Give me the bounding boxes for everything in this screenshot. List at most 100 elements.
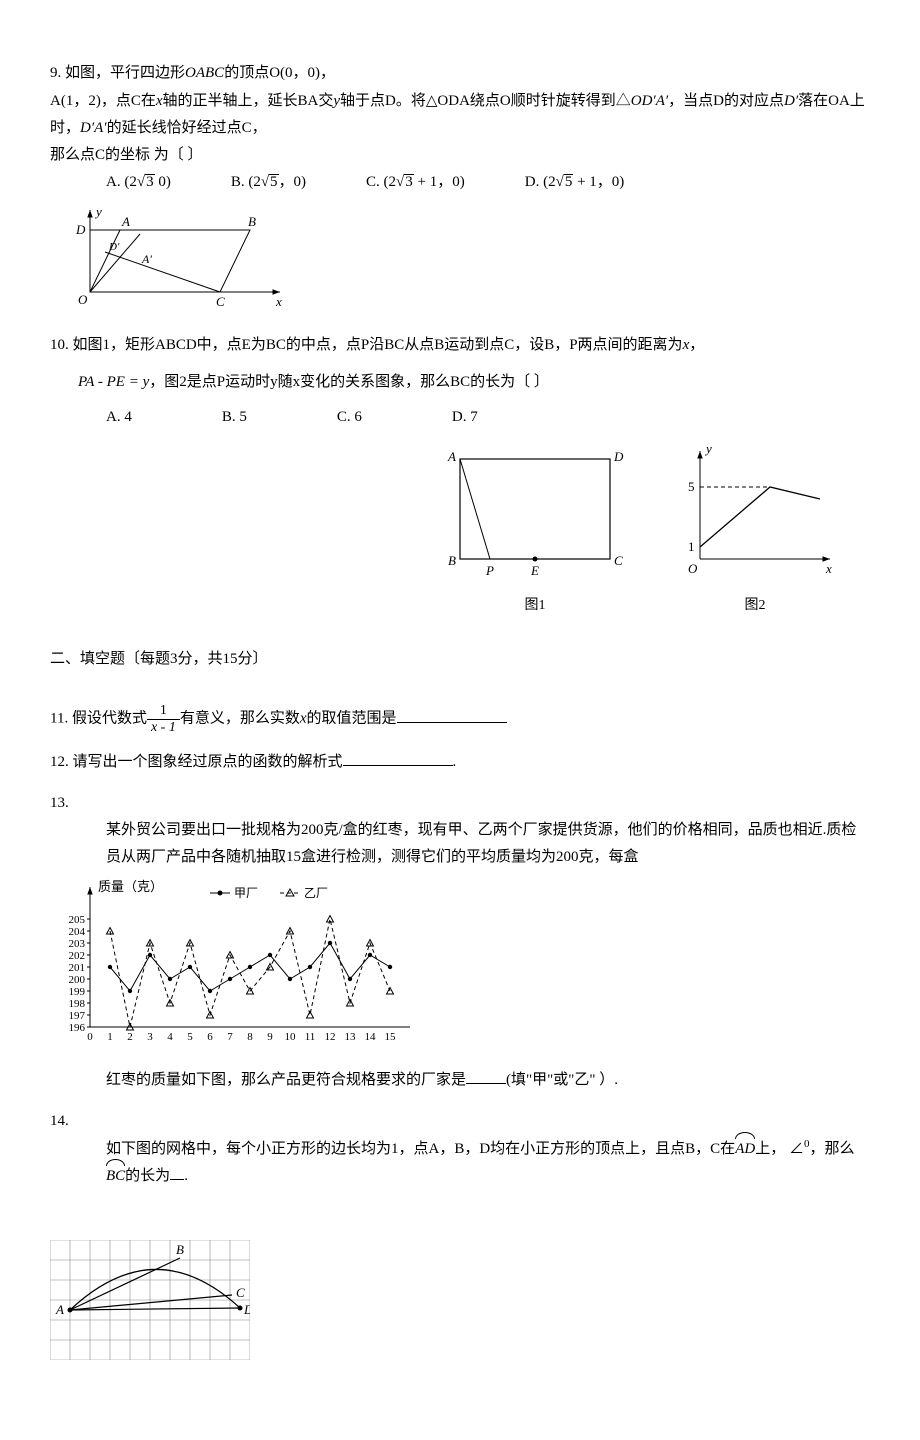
svg-text:y: y	[704, 441, 712, 456]
q14-figure: ABCD	[50, 1240, 870, 1360]
q9-t2g: ODA绕点O顺时针旋转得到△	[437, 93, 630, 109]
q10-optD: D. 7	[452, 404, 478, 431]
svg-text:202: 202	[69, 950, 86, 962]
svg-text:200: 200	[69, 974, 86, 986]
svg-text:C: C	[236, 1285, 245, 1300]
svg-text:1: 1	[688, 539, 695, 554]
q9-t1c: 的顶点O(0，0)，	[224, 65, 335, 81]
q9-optC: C. (23 + 1，0)	[366, 169, 465, 196]
q10-t1a: 如图1，矩形ABCD中，点E为BC的中点，点P沿BC从点B运动到点C，设B，P两…	[73, 337, 683, 353]
q10-fig2: Ox y 1 5	[670, 439, 840, 589]
svg-text:C: C	[216, 294, 225, 309]
svg-text:8: 8	[247, 1031, 253, 1043]
q14-p1a: 如下图的网格中，每个小正方形的边长均为1，点A，B，D均在小正方形的顶点上，且点…	[106, 1141, 735, 1157]
svg-text:甲厂: 甲厂	[234, 886, 258, 900]
svg-text:198: 198	[69, 998, 86, 1010]
svg-text:201: 201	[69, 962, 86, 974]
q9-t2m: 的延长线恰好经过点C，	[107, 120, 267, 136]
svg-text:C: C	[614, 553, 623, 568]
svg-text:10: 10	[285, 1031, 297, 1043]
q11-pre: 假设代数式	[72, 711, 147, 727]
q9-t2d: y	[333, 93, 340, 109]
svg-text:11: 11	[305, 1031, 316, 1043]
q10-optC: C. 6	[337, 404, 362, 431]
q9-t2b: x	[156, 93, 163, 109]
q11-var: x	[300, 711, 307, 727]
svg-text:B: B	[248, 214, 256, 229]
svg-text:7: 7	[227, 1031, 233, 1043]
svg-text:P: P	[485, 563, 494, 578]
svg-text:D: D	[613, 449, 624, 464]
q13-number: 13.	[50, 795, 69, 811]
q11-blank	[397, 707, 507, 723]
q14-p1e: 的长为	[125, 1168, 170, 1184]
svg-text:1: 1	[107, 1031, 113, 1043]
q10-fig1-box: ADBCPE 图1	[440, 439, 630, 618]
q9-t1a: 如图，平行四边形	[65, 65, 185, 81]
svg-text:14: 14	[365, 1031, 377, 1043]
q14-p1: 如下图的网格中，每个小正方形的边长均为1，点A，B，D均在小正方形的顶点上，且点…	[50, 1135, 870, 1190]
svg-text:O: O	[688, 561, 698, 576]
q14-p1f: .	[184, 1168, 188, 1184]
svg-text:x: x	[275, 294, 282, 309]
q9-t2j: D′	[784, 93, 798, 109]
question-12: 12. 请写出一个图象经过原点的函数的解析式.	[50, 749, 870, 776]
q9-t2a: A(1，2)，点C在	[50, 93, 156, 109]
question-11: 11. 假设代数式1x - 1有意义，那么实数x的取值范围是	[50, 703, 870, 735]
q10-fig2-cap: 图2	[670, 593, 840, 618]
svg-text:B: B	[448, 553, 456, 568]
q11-number: 11.	[50, 711, 68, 727]
q14-p1c: ∠	[789, 1141, 804, 1157]
q14-arc-AD: AD	[735, 1136, 755, 1163]
q14-number: 14.	[50, 1113, 69, 1129]
svg-text:A: A	[55, 1302, 64, 1317]
q12-blank	[343, 750, 453, 766]
q9-svg: OxyDABCD′A′	[50, 202, 290, 312]
question-14: 14. 如下图的网格中，每个小正方形的边长均为1，点A，B，D均在小正方形的顶点…	[50, 1108, 870, 1360]
svg-text:15: 15	[385, 1031, 397, 1043]
q9-t2c: 轴的正半轴上，延长BA交	[163, 93, 334, 109]
svg-text:A: A	[121, 214, 130, 229]
svg-text:y: y	[94, 204, 102, 219]
svg-text:质量（克）: 质量（克）	[98, 879, 163, 894]
svg-text:5: 5	[688, 479, 695, 494]
q9-optD: D. (25 + 1，0)	[525, 169, 625, 196]
svg-text:D: D	[75, 222, 86, 237]
svg-text:A: A	[447, 449, 456, 464]
q13-p2b: (填"甲"或"乙" ）.	[506, 1072, 618, 1088]
svg-text:5: 5	[187, 1031, 193, 1043]
q11-frac: 1x - 1	[147, 703, 180, 735]
q9-t2h: OD′A′	[631, 93, 668, 109]
q13-p1: 某外贸公司要出口一批规格为200克/盒的红枣，现有甲、乙两个厂家提供货源，他们的…	[50, 817, 870, 871]
question-13: 13. 某外贸公司要出口一批规格为200克/盒的红枣，现有甲、乙两个厂家提供货源…	[50, 790, 870, 1094]
q9-figure: OxyDABCD′A′	[50, 202, 870, 312]
question-10: 10. 如图1，矩形ABCD中，点E为BC的中点，点P沿BC从点B运动到点C，设…	[50, 332, 870, 618]
q9-options: A. (23 0) B. (25，0) C. (23 + 1，0) D. (25…	[50, 169, 870, 196]
svg-text:197: 197	[69, 1010, 86, 1022]
svg-text:x: x	[825, 561, 832, 576]
q10-fig2-box: Ox y 1 5 图2	[670, 439, 840, 618]
svg-text:204: 204	[69, 926, 86, 938]
q9-t2i: ，当点D的对应点	[668, 93, 784, 109]
svg-text:3: 3	[147, 1031, 153, 1043]
q12-number: 12.	[50, 754, 69, 770]
q10-t1c: ，	[689, 337, 704, 353]
svg-text:B: B	[176, 1242, 184, 1257]
svg-text:6: 6	[207, 1031, 213, 1043]
q10-optB: B. 5	[222, 404, 247, 431]
q9-t2l: D′A′	[80, 120, 107, 136]
q11-mid: 有意义，那么实数	[180, 711, 300, 727]
q13-p2a: 红枣的质量如下图，那么产品更符合规格要求的厂家是	[106, 1072, 466, 1088]
q11-post: 的取值范围是	[307, 711, 397, 727]
q13-chart-wrap: 质量（克）序号甲厂乙厂19619719819920020120220320420…	[50, 877, 870, 1047]
q13-p2: 红枣的质量如下图，那么产品更符合规格要求的厂家是 (填"甲"或"乙" ）.	[50, 1067, 870, 1094]
svg-text:E: E	[530, 563, 539, 578]
question-9: 9. 如图，平行四边形OABC的顶点O(0，0)， A(1，2)，点C在x轴的正…	[50, 60, 870, 312]
q9-t2f: △	[426, 92, 438, 109]
q10-options: A. 4 B. 5 C. 6 D. 7	[50, 404, 870, 431]
q9-optB: B. (25，0)	[231, 169, 306, 196]
svg-text:O: O	[78, 292, 88, 307]
svg-text:199: 199	[69, 986, 86, 998]
svg-text:2: 2	[127, 1031, 133, 1043]
q10-t2a: PA - PE = y	[78, 374, 149, 390]
